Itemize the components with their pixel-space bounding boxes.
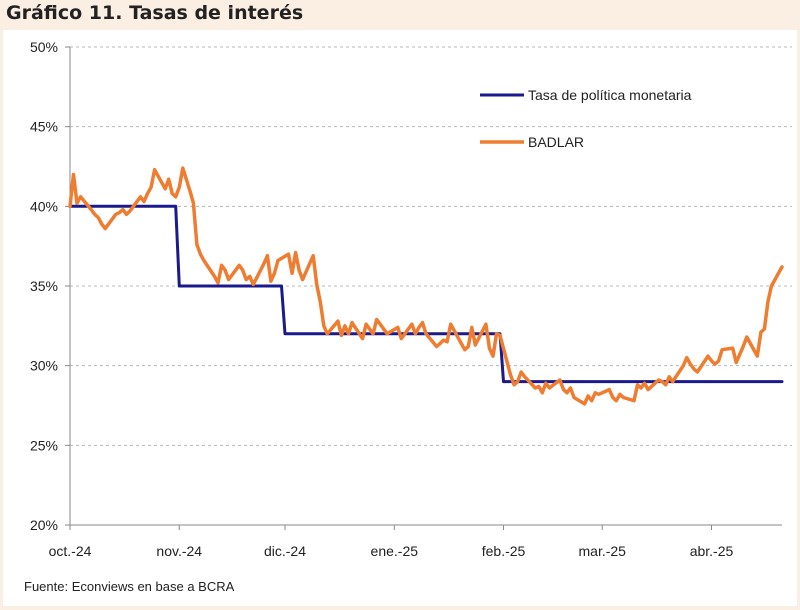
legend-label: BADLAR (528, 134, 584, 150)
x-tick-label: ene.-25 (371, 543, 419, 559)
chart-panel (3, 30, 797, 606)
x-tick-label: nov.-24 (156, 543, 202, 559)
x-tick-label: oct.-24 (49, 543, 92, 559)
y-tick-label: 45% (30, 119, 58, 135)
y-tick-label: 35% (30, 278, 58, 294)
y-tick-label: 20% (30, 517, 58, 533)
x-tick-label: feb.-25 (482, 543, 526, 559)
y-tick-label: 50% (30, 39, 58, 55)
y-tick-label: 25% (30, 437, 58, 453)
series-line-badlar (68, 166, 784, 406)
y-tick-label: 40% (30, 198, 58, 214)
source-note: Fuente: Econviews en base a BCRA (24, 579, 235, 594)
x-tick-label: dic.-24 (264, 543, 306, 559)
x-axis-ticks: oct.-24 nov.-24 dic.-24 ene.-25 feb.-25 mar.-… (49, 525, 734, 559)
legend-label: Tasa de política monetaria (528, 87, 692, 103)
gridlines (70, 46, 792, 446)
x-tick-label: mar.-25 (579, 543, 627, 559)
y-axis-ticks: 20% 25% 30% 35% 40% 45% 50% (30, 39, 70, 533)
series-lines (68, 166, 784, 406)
chart-title: Gráfico 11. Tasas de interés (6, 2, 304, 24)
x-tick-label: abr.-25 (690, 543, 734, 559)
series-line-tasa-politica (68, 204, 784, 384)
legend: Tasa de política monetaria BADLAR (480, 87, 692, 150)
y-tick-label: 30% (30, 358, 58, 374)
